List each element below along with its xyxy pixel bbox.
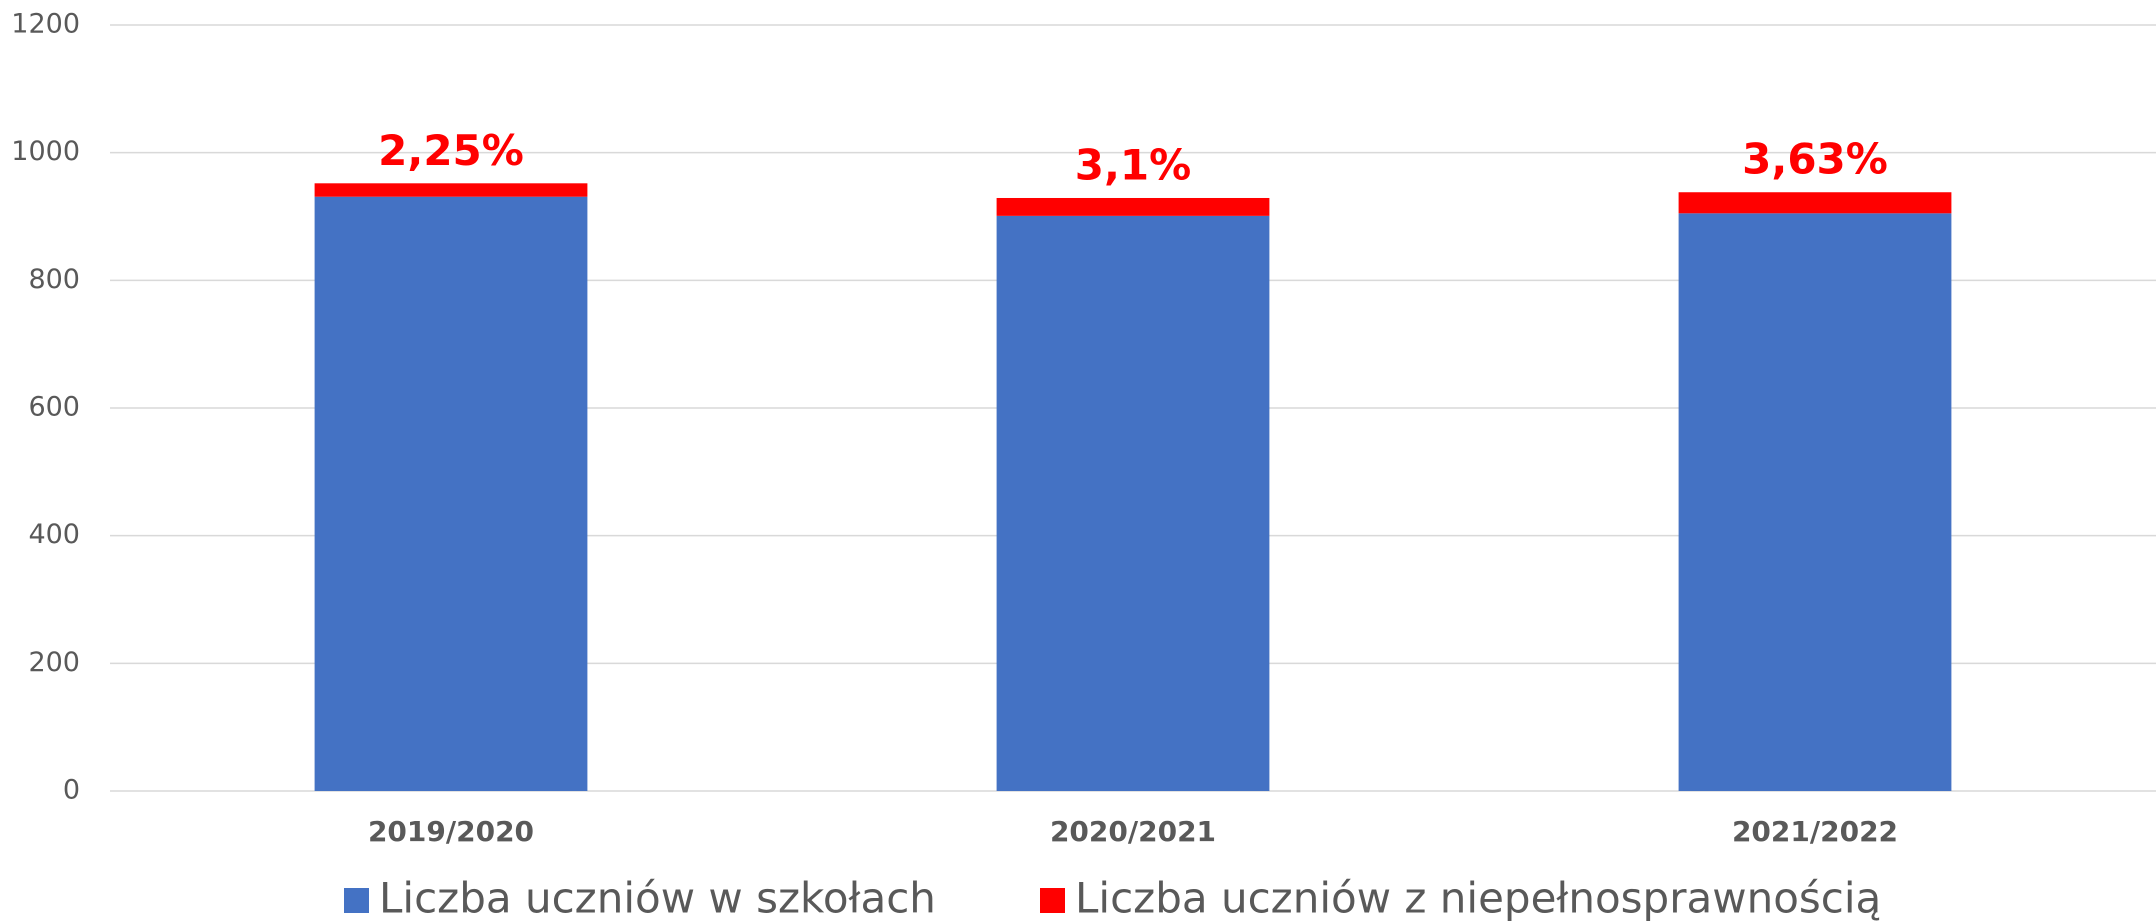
y-tick-label: 1000: [11, 136, 80, 167]
annotation: 3,63%: [1742, 135, 1888, 184]
y-tick-label: 200: [28, 647, 80, 678]
annotation: 2,25%: [378, 126, 524, 175]
bar-segment: [996, 215, 1270, 791]
y-tick-label: 800: [28, 264, 80, 295]
y-tick-label: 0: [63, 775, 80, 806]
y-tick-label: 600: [28, 392, 80, 423]
x-tick-label: 2021/2022: [1732, 815, 1898, 848]
bar-segment: [996, 197, 1270, 216]
legend-label: Liczba uczniów w szkołach: [379, 874, 936, 923]
bar-segment: [1678, 213, 1952, 791]
legend-swatch: [1040, 888, 1065, 913]
legend-label: Liczba uczniów z niepełnosprawnością: [1075, 874, 1881, 923]
bar-segment: [1678, 192, 1952, 214]
y-tick-label: 1200: [11, 9, 80, 40]
x-tick-label: 2020/2021: [1050, 815, 1216, 848]
bar-segment: [314, 183, 588, 197]
bar-segment: [314, 196, 588, 791]
x-tick-label: 2019/2020: [368, 815, 534, 848]
y-tick-label: 400: [28, 519, 80, 550]
annotation: 3,1%: [1075, 140, 1191, 189]
legend-swatch: [344, 888, 369, 913]
